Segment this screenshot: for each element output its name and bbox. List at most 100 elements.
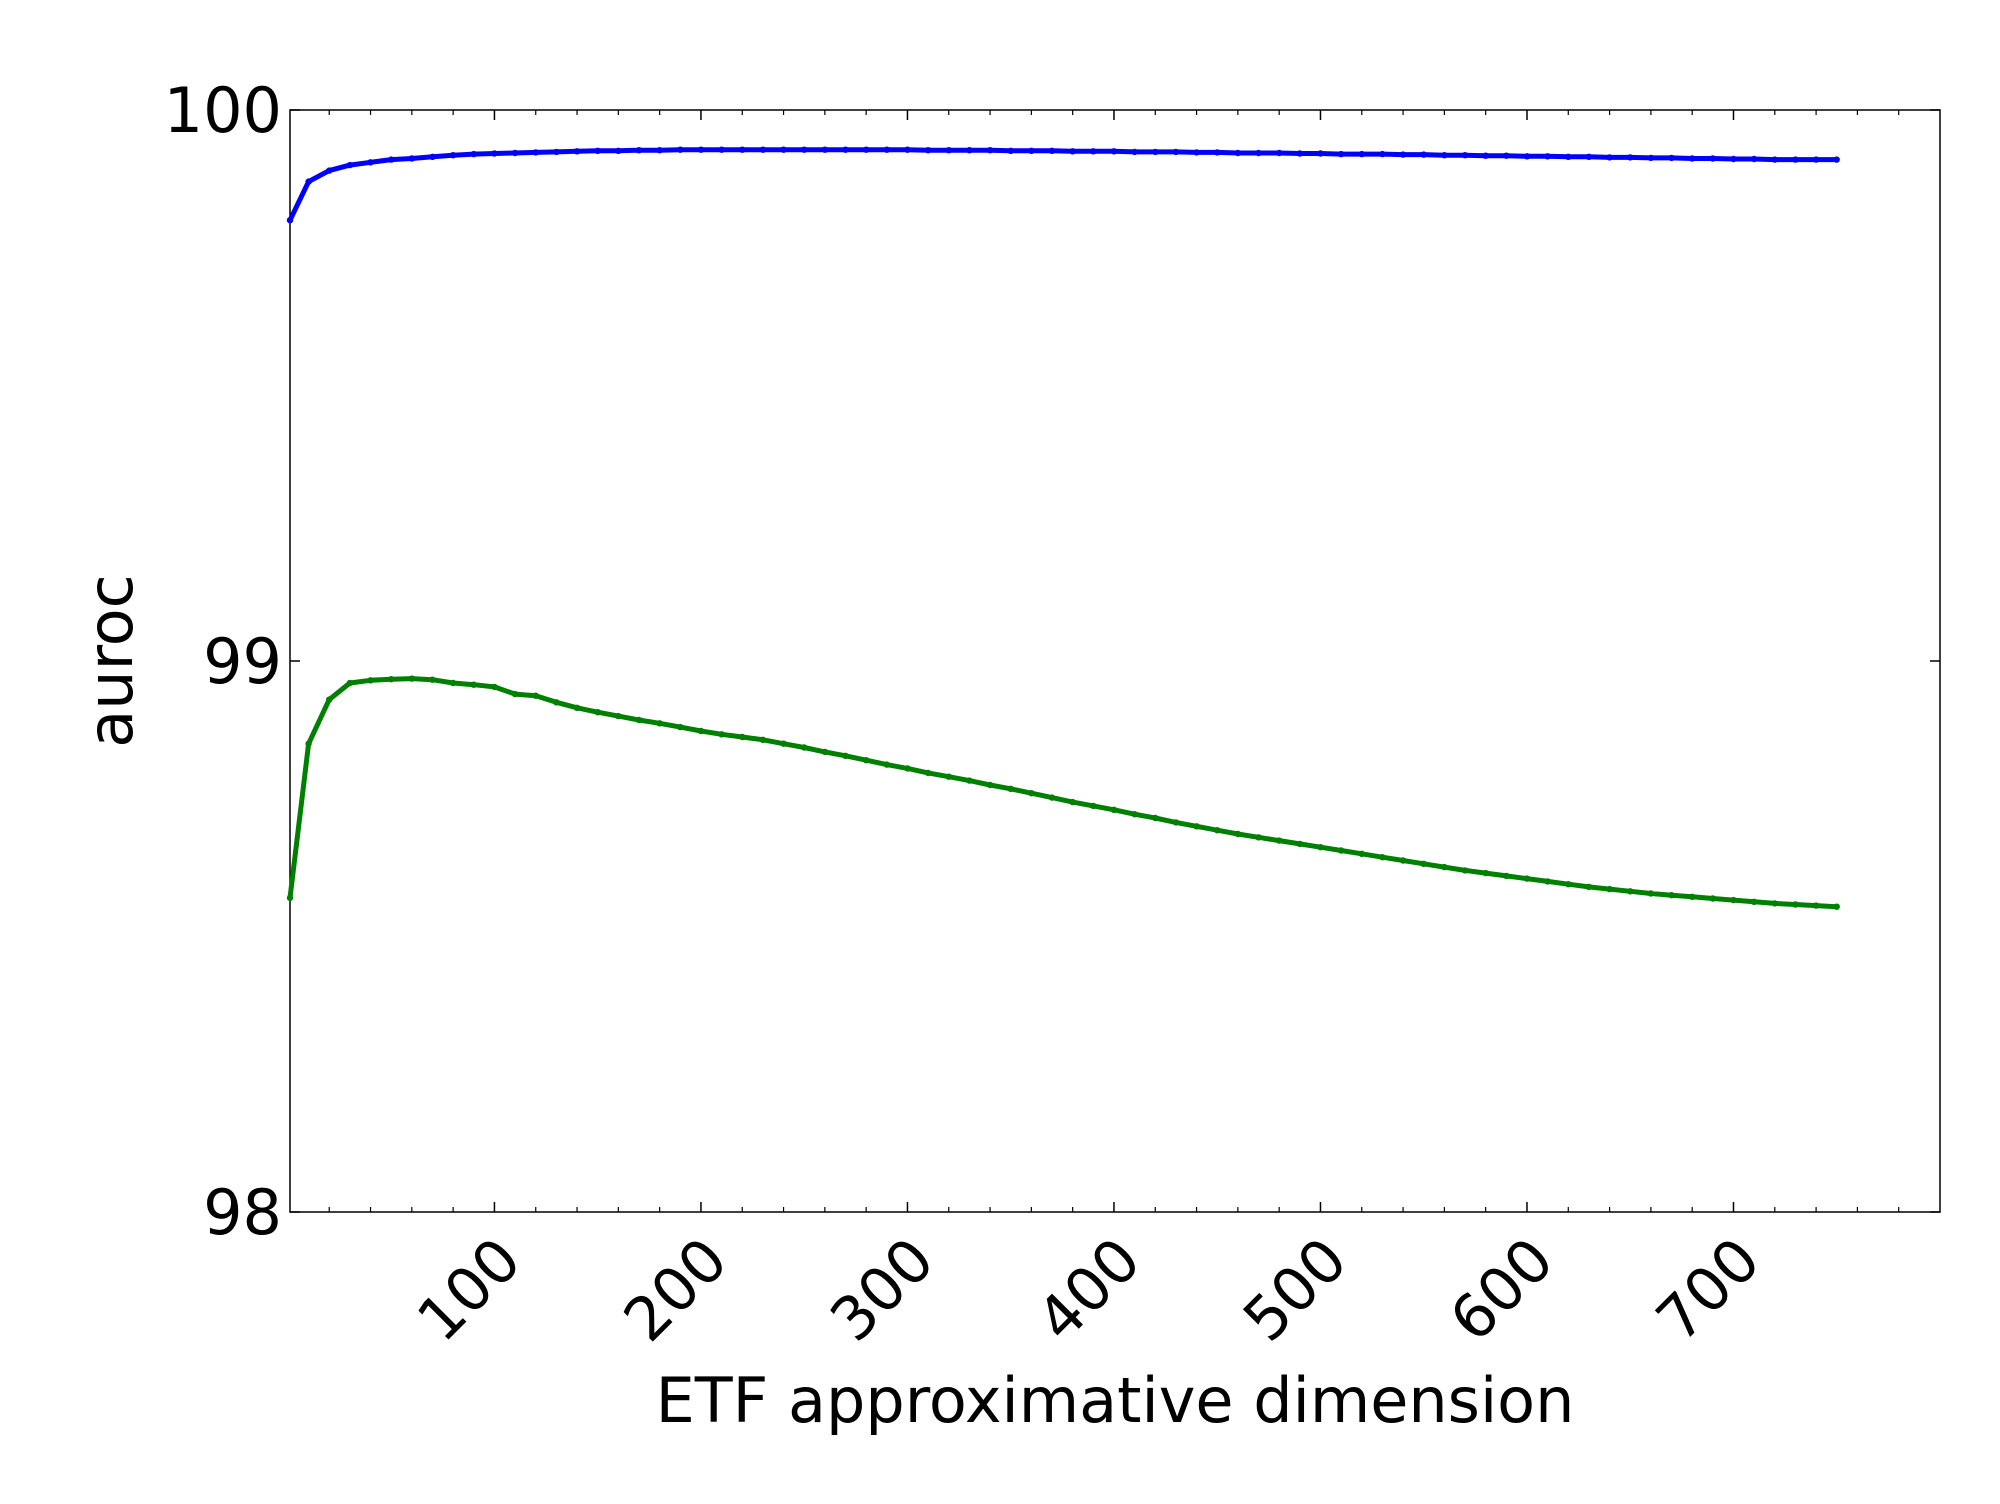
data-point bbox=[1482, 152, 1489, 159]
data-point bbox=[1709, 155, 1717, 162]
data-point bbox=[1399, 857, 1407, 864]
data-point bbox=[966, 777, 973, 784]
data-point bbox=[1461, 867, 1469, 874]
data-point bbox=[1069, 798, 1076, 806]
data-point bbox=[1379, 150, 1386, 158]
data-point bbox=[1709, 895, 1717, 902]
plot-frame bbox=[289, 109, 1941, 1213]
data-point bbox=[408, 155, 415, 162]
data-point bbox=[1420, 151, 1427, 158]
data-point bbox=[1750, 155, 1758, 163]
data-point bbox=[656, 720, 663, 727]
y-tick-label: 100 bbox=[164, 74, 282, 147]
data-point bbox=[677, 146, 684, 153]
data-point bbox=[863, 146, 870, 153]
data-point bbox=[656, 147, 663, 154]
data-point bbox=[553, 699, 560, 706]
data-point bbox=[904, 146, 911, 153]
data-point bbox=[635, 147, 643, 154]
data-point bbox=[1110, 806, 1118, 813]
data-point bbox=[1090, 148, 1097, 155]
data-point bbox=[1007, 785, 1014, 792]
data-point bbox=[945, 773, 952, 780]
data-point bbox=[1234, 149, 1242, 157]
y-major-ticks bbox=[290, 109, 1940, 1213]
data-point bbox=[1668, 892, 1675, 899]
data-point bbox=[346, 161, 354, 169]
data-point bbox=[1048, 794, 1056, 801]
data-point bbox=[1214, 149, 1221, 156]
data-point bbox=[821, 146, 829, 153]
data-point bbox=[1523, 153, 1531, 160]
data-point bbox=[1337, 847, 1345, 854]
data-point bbox=[1317, 150, 1324, 157]
data-point bbox=[1193, 823, 1200, 830]
data-point bbox=[821, 748, 829, 756]
data-point bbox=[1606, 154, 1613, 161]
data-point bbox=[1028, 147, 1035, 154]
data-point bbox=[863, 757, 870, 764]
series-line-2 bbox=[287, 676, 1840, 910]
x-tick-label: 300 bbox=[817, 1225, 947, 1355]
data-point bbox=[1296, 150, 1304, 157]
data-point bbox=[1276, 149, 1283, 157]
data-point bbox=[1730, 896, 1737, 904]
data-point bbox=[1255, 834, 1262, 841]
data-point bbox=[1152, 814, 1159, 822]
data-point bbox=[1523, 875, 1531, 882]
data-point bbox=[594, 147, 601, 154]
data-point bbox=[594, 709, 601, 716]
data-point bbox=[1833, 903, 1840, 910]
data-point bbox=[1689, 893, 1696, 900]
data-point bbox=[759, 736, 767, 743]
data-point bbox=[1668, 154, 1675, 162]
data-point bbox=[780, 146, 787, 153]
data-point bbox=[739, 146, 746, 153]
data-point bbox=[388, 676, 395, 683]
data-point bbox=[1792, 901, 1799, 908]
x-tick-labels: 100 200 300 400 500 600 700 bbox=[404, 1225, 1774, 1355]
data-point bbox=[1627, 888, 1634, 895]
data-point bbox=[1090, 802, 1097, 810]
data-point bbox=[1544, 153, 1551, 160]
data-point bbox=[532, 692, 539, 699]
data-point bbox=[367, 159, 374, 166]
data-point bbox=[449, 152, 457, 159]
data-point bbox=[1833, 156, 1840, 163]
data-point bbox=[1337, 150, 1345, 158]
data-point bbox=[739, 733, 746, 741]
data-point bbox=[615, 712, 622, 720]
data-point bbox=[966, 147, 973, 154]
series-layer bbox=[286, 146, 1840, 910]
data-point bbox=[305, 178, 312, 185]
data-point bbox=[615, 147, 622, 154]
data-point bbox=[429, 153, 436, 160]
x-minor-ticks bbox=[328, 110, 1900, 1212]
data-point bbox=[511, 149, 519, 157]
data-point bbox=[1276, 837, 1283, 844]
data-point bbox=[1296, 840, 1304, 848]
data-point bbox=[1152, 148, 1159, 156]
y-tick-label: 99 bbox=[203, 625, 282, 698]
data-point bbox=[883, 146, 890, 153]
x-tick-label: 400 bbox=[1024, 1225, 1154, 1355]
data-point bbox=[1131, 811, 1138, 818]
data-point bbox=[1234, 830, 1242, 838]
data-point bbox=[1069, 148, 1076, 155]
data-point bbox=[1565, 153, 1572, 160]
data-point bbox=[883, 761, 890, 768]
data-point bbox=[1606, 885, 1613, 893]
data-point bbox=[346, 679, 354, 687]
x-major-ticks bbox=[493, 110, 1735, 1212]
x-tick-label: 200 bbox=[611, 1225, 741, 1355]
data-point bbox=[924, 147, 932, 154]
y-tick-labels: 98 99 100 bbox=[164, 74, 282, 1249]
data-point bbox=[1441, 152, 1448, 159]
data-point bbox=[924, 769, 932, 777]
data-point bbox=[697, 146, 705, 153]
data-point bbox=[1627, 154, 1634, 161]
data-point bbox=[1172, 819, 1180, 826]
data-point bbox=[367, 677, 374, 684]
